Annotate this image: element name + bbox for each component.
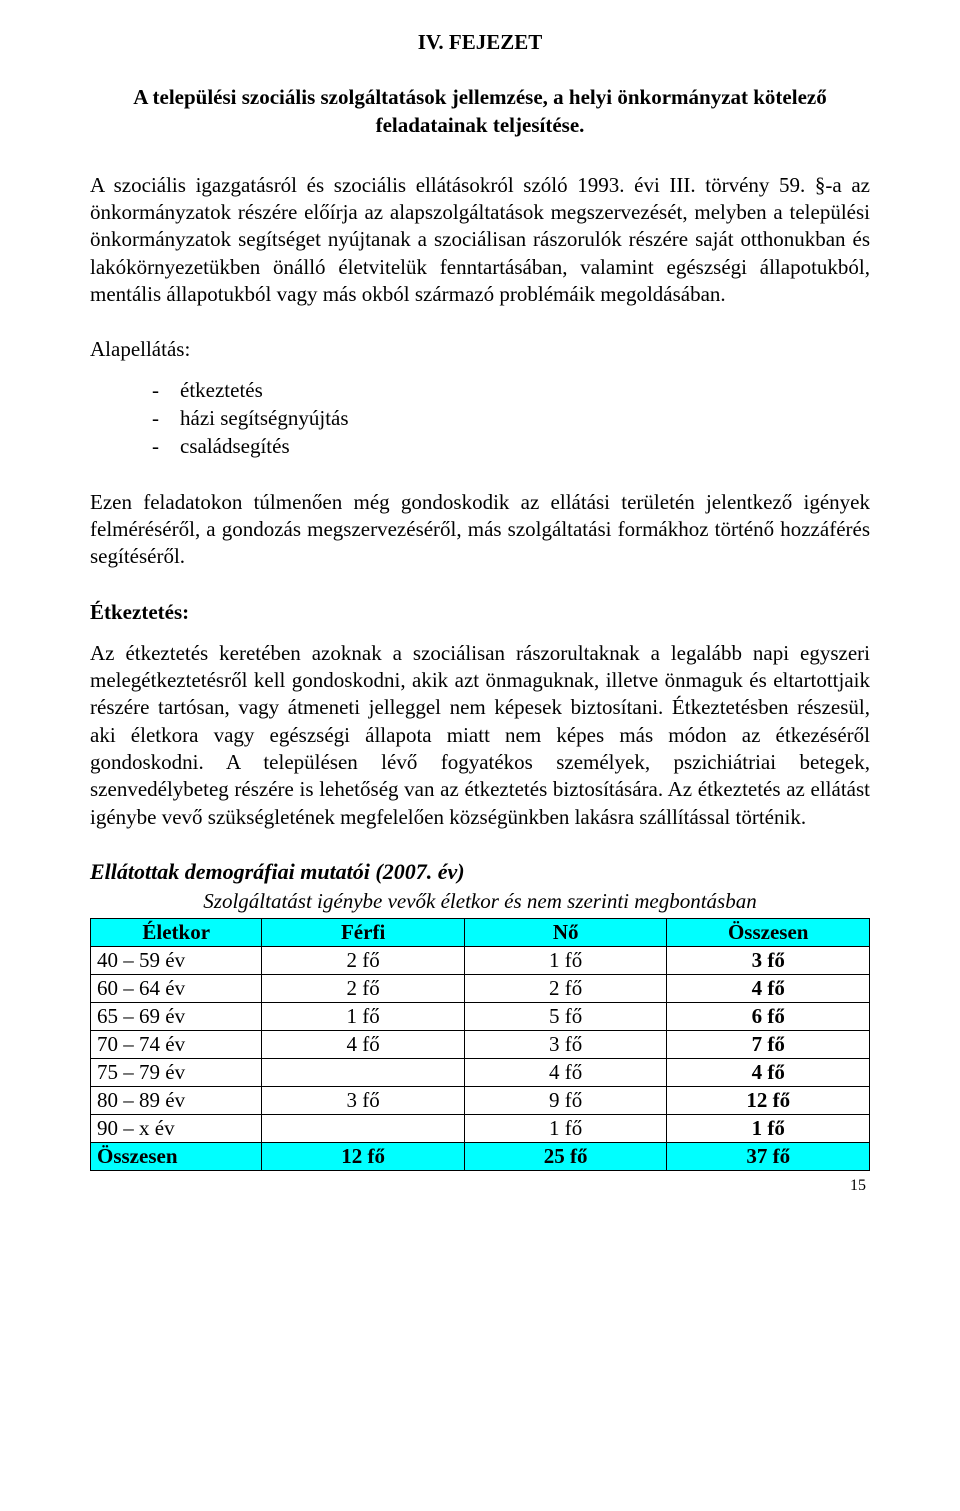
list-item: házi segítségnyújtás [180,405,870,433]
cell: 1 fő [262,1002,465,1030]
cell: 3 fő [667,946,870,974]
cell-total-label: Összesen [91,1142,262,1170]
cell: 80 – 89 év [91,1086,262,1114]
cell: 4 fő [464,1058,667,1086]
cell: 4 fő [667,1058,870,1086]
cell-total-all: 37 fő [667,1142,870,1170]
cell: 9 fő [464,1086,667,1114]
cell: 65 – 69 év [91,1002,262,1030]
intro-paragraph: A szociális igazgatásról és szociális el… [90,172,870,308]
table-section-subtitle: Szolgáltatást igénybe vevők életkor és n… [90,889,870,914]
col-header-age: Életkor [91,918,262,946]
cell: 1 fő [464,1114,667,1142]
cell: 6 fő [667,1002,870,1030]
cell: 40 – 59 év [91,946,262,974]
demography-table: Életkor Férfi Nő Összesen 40 – 59 év 2 f… [90,918,870,1171]
cell: 2 fő [262,974,465,1002]
cell: 70 – 74 év [91,1030,262,1058]
col-header-total: Összesen [667,918,870,946]
cell-total-female: 25 fő [464,1142,667,1170]
col-header-female: Nő [464,918,667,946]
list-item: étkeztetés [180,377,870,405]
table-row: 40 – 59 év 2 fő 1 fő 3 fő [91,946,870,974]
body-paragraph: Ezen feladatokon túlmenően még gondoskod… [90,489,870,571]
alapellatas-list: étkeztetés házi segítségnyújtás családse… [90,377,870,460]
etkeztetes-body: Az étkeztetés keretében azoknak a szociá… [90,640,870,831]
table-row: 80 – 89 év 3 fő 9 fő 12 fő [91,1086,870,1114]
table-header-row: Életkor Férfi Nő Összesen [91,918,870,946]
table-footer-row: Összesen 12 fő 25 fő 37 fő [91,1142,870,1170]
cell: 1 fő [464,946,667,974]
cell: 1 fő [667,1114,870,1142]
alapellatas-heading: Alapellátás: [90,336,870,363]
cell: 60 – 64 év [91,974,262,1002]
page-number: 15 [90,1177,870,1195]
table-row: 70 – 74 év 4 fő 3 fő 7 fő [91,1030,870,1058]
cell: 4 fő [262,1030,465,1058]
cell: 3 fő [262,1086,465,1114]
cell: 75 – 79 év [91,1058,262,1086]
table-row: 65 – 69 év 1 fő 5 fő 6 fő [91,1002,870,1030]
table-section-title: Ellátottak demográfiai mutatói (2007. év… [90,859,870,885]
cell: 2 fő [262,946,465,974]
etkeztetes-heading: Étkeztetés: [90,599,870,626]
chapter-label: IV. FEJEZET [90,30,870,55]
cell: 4 fő [667,974,870,1002]
list-item: családsegítés [180,433,870,461]
col-header-male: Férfi [262,918,465,946]
table-row: 75 – 79 év 4 fő 4 fő [91,1058,870,1086]
table-row: 90 – x év 1 fő 1 fő [91,1114,870,1142]
cell: 12 fő [667,1086,870,1114]
cell: 90 – x év [91,1114,262,1142]
cell: 3 fő [464,1030,667,1058]
cell [262,1058,465,1086]
table-row: 60 – 64 év 2 fő 2 fő 4 fő [91,974,870,1002]
cell [262,1114,465,1142]
cell: 7 fő [667,1030,870,1058]
chapter-title: A települési szociális szolgáltatások je… [90,83,870,140]
cell: 2 fő [464,974,667,1002]
cell: 5 fő [464,1002,667,1030]
cell-total-male: 12 fő [262,1142,465,1170]
